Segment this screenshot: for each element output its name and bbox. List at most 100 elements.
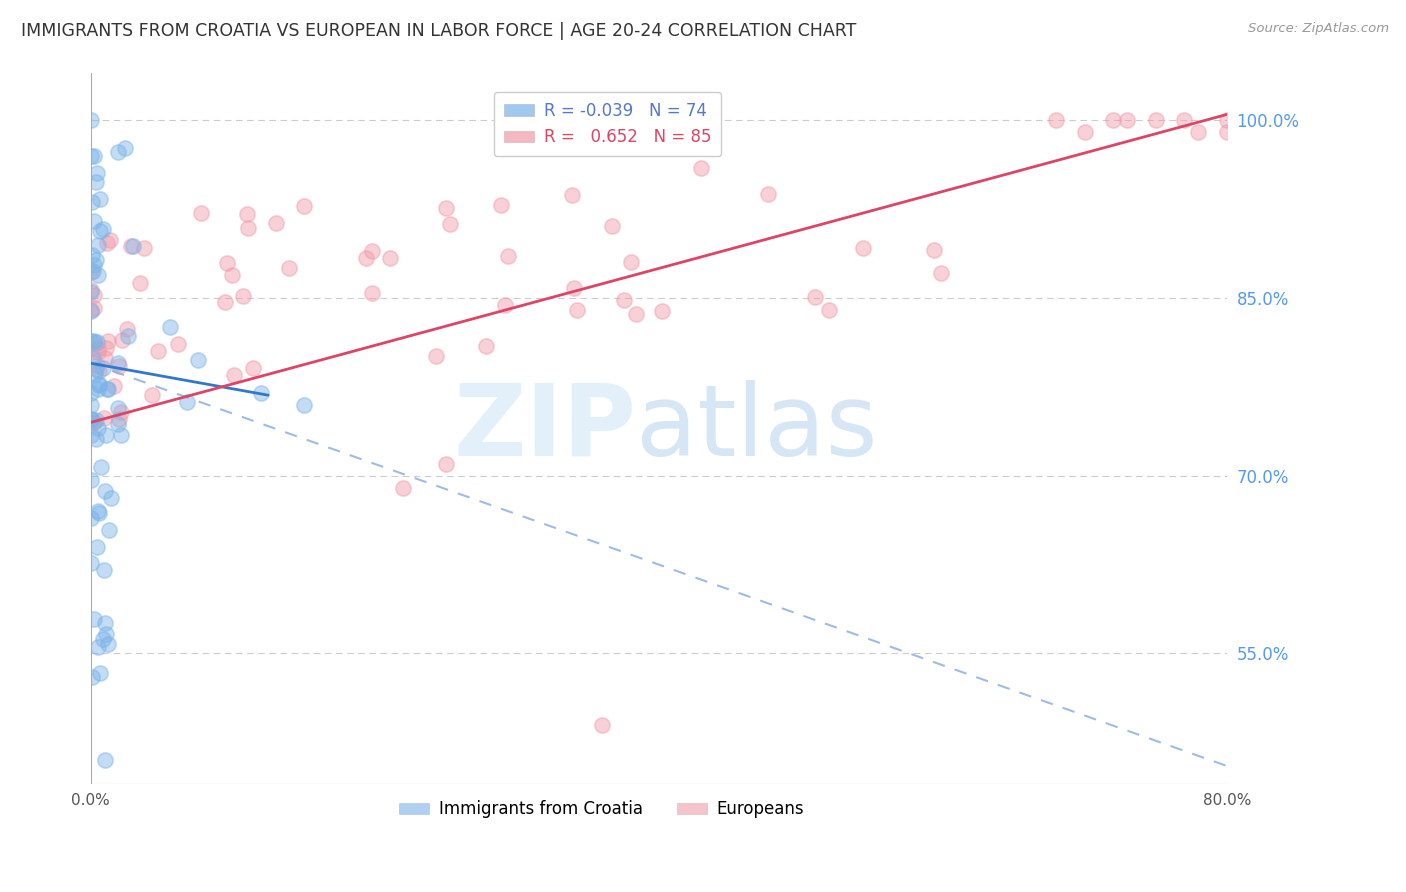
Point: [96, 341, 118, 355]
Point: [80, 265, 103, 279]
Point: [292, 398, 315, 412]
Point: [756, 186, 779, 201]
Point: [91, 360, 114, 375]
Point: [83, 415, 105, 429]
Point: [87, 506, 110, 520]
Point: [804, 290, 827, 304]
Point: [111, 333, 134, 347]
Point: [494, 298, 516, 312]
Point: [83, 214, 105, 228]
Point: [107, 401, 129, 416]
Point: [190, 206, 212, 220]
Point: [620, 255, 643, 269]
Point: [87, 382, 110, 396]
Point: [96, 428, 118, 442]
Point: [439, 218, 461, 232]
Point: [565, 302, 588, 317]
Point: [360, 286, 382, 301]
Point: [79, 511, 101, 525]
Text: atlas: atlas: [636, 380, 877, 477]
Point: [79, 473, 101, 487]
Point: [1074, 125, 1097, 139]
Point: [922, 244, 945, 258]
Point: [187, 353, 209, 368]
Point: [128, 276, 150, 290]
Point: [222, 368, 245, 383]
Point: [90, 460, 112, 475]
Point: [93, 616, 115, 631]
Point: [80, 283, 103, 297]
Point: [166, 337, 188, 351]
Point: [93, 632, 115, 646]
Point: [79, 342, 101, 356]
Point: [1187, 125, 1209, 139]
Point: [89, 378, 111, 392]
Point: [84, 432, 107, 446]
Point: [475, 339, 498, 353]
Point: [221, 268, 243, 283]
Point: [110, 405, 132, 419]
Point: [87, 640, 110, 655]
Point: [489, 198, 512, 212]
Point: [79, 113, 101, 128]
Point: [80, 670, 103, 684]
Point: [1144, 113, 1167, 128]
Text: ZIP: ZIP: [453, 380, 636, 477]
Point: [94, 753, 117, 767]
Point: [89, 192, 111, 206]
Point: [122, 238, 145, 252]
Point: [96, 235, 118, 250]
Point: [108, 359, 131, 374]
Point: [264, 216, 287, 230]
Point: [392, 481, 415, 495]
Point: [115, 322, 138, 336]
Point: [93, 563, 115, 577]
Point: [83, 259, 105, 273]
Point: [103, 379, 125, 393]
Point: [83, 334, 105, 349]
Point: [236, 207, 259, 221]
Point: [217, 256, 239, 270]
Point: [425, 349, 447, 363]
Point: [94, 484, 117, 499]
Point: [114, 140, 136, 154]
Point: [292, 199, 315, 213]
Point: [107, 356, 129, 370]
Point: [120, 239, 142, 253]
Point: [87, 503, 110, 517]
Text: Source: ZipAtlas.com: Source: ZipAtlas.com: [1249, 22, 1389, 36]
Point: [689, 161, 711, 176]
Point: [83, 288, 105, 302]
Point: [250, 385, 273, 400]
Point: [79, 398, 101, 412]
Point: [1173, 113, 1195, 128]
Point: [159, 319, 181, 334]
Point: [80, 248, 103, 262]
Point: [613, 293, 636, 307]
Point: [79, 427, 101, 442]
Point: [277, 260, 299, 275]
Point: [80, 303, 103, 318]
Point: [141, 387, 163, 401]
Point: [87, 343, 110, 357]
Point: [1216, 113, 1239, 128]
Point: [87, 376, 110, 391]
Point: [1216, 125, 1239, 139]
Point: [84, 413, 107, 427]
Point: [79, 385, 101, 400]
Point: [80, 285, 103, 300]
Point: [561, 188, 583, 202]
Point: [214, 294, 236, 309]
Point: [651, 304, 673, 318]
Point: [89, 224, 111, 238]
Point: [98, 523, 121, 537]
Point: [96, 382, 118, 396]
Point: [84, 252, 107, 267]
Point: [86, 334, 108, 349]
Point: [83, 367, 105, 381]
Point: [97, 383, 120, 397]
Point: [82, 264, 104, 278]
Point: [79, 149, 101, 163]
Point: [117, 328, 139, 343]
Point: [87, 345, 110, 359]
